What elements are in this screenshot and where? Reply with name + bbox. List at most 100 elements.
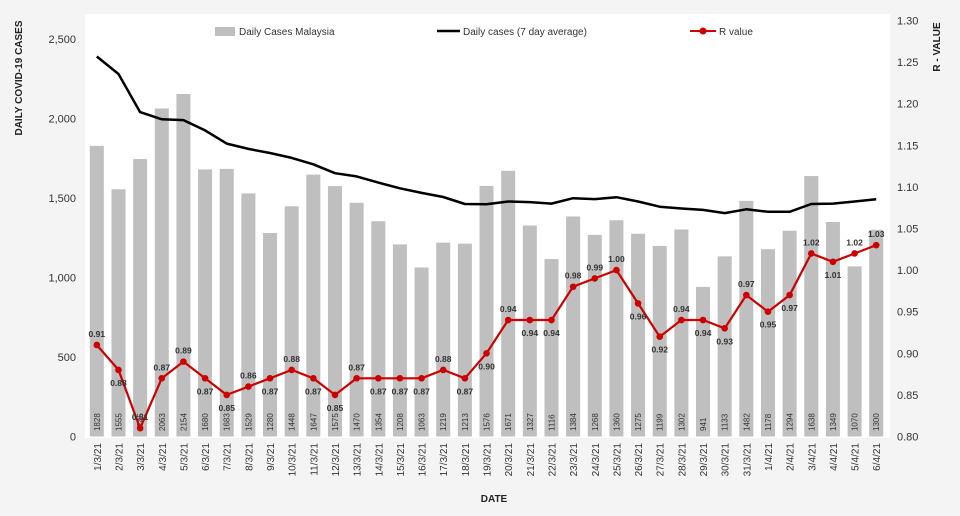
bar-value-label: 1745 <box>136 413 145 431</box>
y-tick-label: 2,000 <box>48 114 76 126</box>
bar-value-label: 941 <box>699 417 708 431</box>
r-value-label: 0.94 <box>522 328 539 338</box>
r-value-point <box>807 250 815 257</box>
x-tick-label: 11/3/21 <box>309 443 320 476</box>
bar-value-label: 1638 <box>807 413 816 431</box>
r-value-label: 0.90 <box>478 361 495 371</box>
r-value-point <box>418 374 425 382</box>
r-value-label: 0.87 <box>370 386 387 396</box>
y2-tick-label: 1.30 <box>897 16 918 28</box>
r-value-label: 0.87 <box>413 386 430 396</box>
bar-value-label: 2154 <box>179 413 188 431</box>
r-value-label: 1.03 <box>868 229 885 239</box>
y2-tick-label: 1.25 <box>897 57 918 69</box>
bar-value-label: 1384 <box>569 413 578 431</box>
r-value-label: 0.95 <box>760 320 777 330</box>
r-value-label: 0.92 <box>651 345 668 355</box>
x-tick-label: 3/4/21 <box>807 443 818 471</box>
r-value-label: 1.00 <box>608 254 625 264</box>
bar <box>263 232 278 437</box>
r-value-point <box>699 316 707 324</box>
r-value-label: 0.87 <box>262 386 279 396</box>
x-tick-label: 29/3/21 <box>699 443 710 477</box>
r-value-point <box>504 316 512 324</box>
bar-value-label: 1470 <box>353 413 362 431</box>
x-tick-label: 30/3/21 <box>721 443 732 477</box>
x-tick-label: 26/3/21 <box>634 443 645 477</box>
x-tick-label: 13/3/21 <box>353 443 364 477</box>
bar <box>847 266 862 437</box>
r-value-label: 0.99 <box>587 262 604 272</box>
bar-value-label: 1294 <box>786 413 795 431</box>
bar <box>804 176 819 437</box>
bar <box>241 193 256 437</box>
r-value-label: 0.96 <box>630 311 647 321</box>
r-value-point <box>483 350 490 357</box>
bar <box>696 286 711 437</box>
r-value-point <box>136 424 144 432</box>
y2-tick-label: 1.10 <box>897 182 918 194</box>
y-axis-title: DAILY COVID-19 CASES <box>14 20 25 135</box>
average-line <box>96 55 877 215</box>
bar-value-label: 1576 <box>483 413 492 431</box>
r-value-label: 0.87 <box>197 386 214 396</box>
bar <box>631 233 646 437</box>
legend: Daily Cases Malaysia Daily cases (7 day … <box>215 27 753 38</box>
x-tick-label: 5/4/21 <box>851 443 862 471</box>
bar-value-label: 1647 <box>309 413 318 431</box>
bar <box>457 243 472 437</box>
r-value-point <box>266 374 274 382</box>
bar-value-label: 1575 <box>331 413 340 431</box>
y-tick-label: 1,500 <box>48 193 76 205</box>
y2-tick-label: 1.20 <box>897 99 918 111</box>
x-tick-label: 7/3/21 <box>223 443 234 471</box>
bar-value-label: 1302 <box>677 413 686 431</box>
y-tick-label: 0 <box>70 432 76 444</box>
bar <box>782 230 797 437</box>
bar-value-label: 1063 <box>418 413 427 431</box>
bar <box>674 229 689 437</box>
r-value-point <box>569 283 577 291</box>
legend-item-r-value: R value <box>690 27 753 38</box>
bar <box>479 185 494 437</box>
x-tick-label: 21/3/21 <box>526 443 537 477</box>
bar <box>371 221 386 437</box>
bar-value-label: 1354 <box>374 413 383 431</box>
r-value-point <box>526 316 534 324</box>
y-tick-label: 1,000 <box>48 273 76 285</box>
x-tick-label: 15/3/21 <box>396 443 407 477</box>
r-value-label: 0.88 <box>110 378 127 388</box>
bar-value-label: 1680 <box>201 413 210 431</box>
r-value-label: 0.94 <box>543 328 560 338</box>
r-value-label: 1.01 <box>825 270 842 280</box>
r-value-label: 0.97 <box>781 303 798 313</box>
r-value-label: 0.88 <box>283 354 300 364</box>
bar-value-label: 1529 <box>244 413 253 431</box>
left-axis-ticks: 0 500 1,000 1,500 2,000 2,500 <box>48 34 76 444</box>
x-tick-label: 2/3/21 <box>114 443 125 471</box>
r-value-label: 0.87 <box>348 362 365 372</box>
r-value-point <box>548 316 555 324</box>
r-value-label: 0.87 <box>305 386 322 396</box>
bar <box>414 267 429 437</box>
bar-value-label: 1555 <box>114 413 123 431</box>
bar <box>133 159 148 437</box>
r-value-label: 0.94 <box>500 304 517 314</box>
y2-tick-label: 1.00 <box>897 265 918 277</box>
bar-value-label: 1116 <box>547 414 556 431</box>
bar-value-label: 1213 <box>461 413 470 431</box>
y2-tick-label: 1.05 <box>897 224 918 236</box>
y2-axis-title: R - VALUE <box>932 22 943 72</box>
y2-tick-label: 0.80 <box>897 432 918 444</box>
r-value-point <box>851 250 858 257</box>
bar <box>176 94 191 437</box>
x-tick-label: 4/3/21 <box>158 443 169 471</box>
x-tick-label: 24/3/21 <box>591 443 602 477</box>
y2-tick-label: 1.15 <box>897 140 918 152</box>
legend-label-7day-average: Daily cases (7 day average) <box>463 27 587 38</box>
bar <box>111 189 126 437</box>
r-value-label: 0.85 <box>218 403 235 413</box>
x-tick-label: 16/3/21 <box>418 443 429 477</box>
bar <box>89 145 104 437</box>
